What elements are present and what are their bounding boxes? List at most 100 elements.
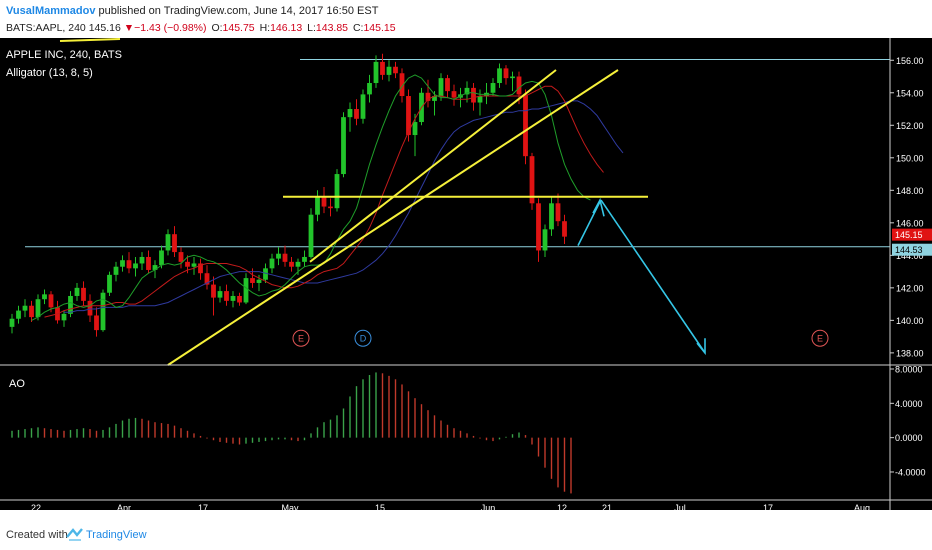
axes: 156.00 154.00 152.00 150.00 148.00 146.00 144.… bbox=[0, 38, 932, 513]
candle-body bbox=[100, 292, 106, 331]
candle-body bbox=[185, 261, 190, 267]
candle-body bbox=[165, 234, 171, 251]
candle-body bbox=[399, 73, 405, 97]
ao-pane[interactable] bbox=[11, 372, 572, 494]
event-marker bbox=[292, 329, 310, 347]
candle-body bbox=[107, 274, 112, 293]
indicator-label: Alligator (13, 8, 5) bbox=[6, 67, 93, 79]
candle-body bbox=[159, 250, 164, 266]
candle-body bbox=[204, 273, 210, 285]
candle-body bbox=[16, 310, 21, 319]
candle-body bbox=[178, 252, 184, 262]
time-tick-label: Apr bbox=[117, 503, 131, 510]
candle-body bbox=[477, 96, 483, 103]
candle-body bbox=[74, 287, 80, 296]
projection-arrow-down bbox=[600, 199, 706, 354]
tradingview-brand[interactable]: TradingView bbox=[86, 529, 147, 541]
candle-body bbox=[321, 196, 327, 207]
ao-title: AO bbox=[9, 378, 25, 390]
candle-body bbox=[172, 234, 177, 253]
candle-body bbox=[308, 214, 314, 257]
candle-body bbox=[445, 78, 450, 92]
chart-area[interactable]: E D E 156.00 154.00 152.00 150.00 148.00 146.00… bbox=[0, 38, 932, 513]
trendline-upper bbox=[309, 69, 557, 263]
price-tick-label: 138.00 bbox=[896, 348, 924, 358]
alligator-lips-line bbox=[31, 74, 591, 321]
candle-body bbox=[302, 256, 307, 262]
last-price: 145.16 bbox=[88, 22, 121, 34]
candle-body bbox=[224, 291, 229, 301]
candle-body bbox=[120, 260, 125, 267]
candle-body bbox=[555, 203, 561, 222]
candle-body bbox=[282, 253, 288, 262]
header-trendline-fragment bbox=[59, 38, 121, 42]
time-tick-label: 17 bbox=[763, 503, 773, 510]
projection-arrow-up bbox=[577, 201, 601, 246]
candle-body bbox=[380, 61, 385, 75]
open-label: O: bbox=[211, 22, 223, 34]
close-value: 145.15 bbox=[363, 22, 396, 34]
candle-body bbox=[490, 83, 496, 93]
arrow-head-up-icon bbox=[592, 197, 605, 217]
candle-body bbox=[35, 299, 41, 318]
time-tick-label: May bbox=[281, 503, 299, 510]
candle-body bbox=[61, 313, 67, 321]
candle-body bbox=[217, 291, 223, 298]
candle-body bbox=[87, 300, 93, 316]
candle-body bbox=[139, 256, 145, 264]
price-label-text: 145.15 bbox=[895, 230, 923, 240]
price-tick-label: 140.00 bbox=[896, 316, 924, 326]
event-marker-label: E bbox=[817, 334, 823, 344]
candle-body bbox=[198, 263, 203, 274]
high-label: H: bbox=[259, 22, 271, 34]
candle-body bbox=[510, 76, 515, 79]
event-marker-label: E bbox=[298, 334, 304, 344]
candle-body bbox=[412, 122, 418, 136]
price-tick-label: 156.00 bbox=[896, 56, 924, 66]
candle-body bbox=[29, 305, 34, 318]
event-marker bbox=[354, 329, 372, 347]
candle-body bbox=[68, 295, 73, 314]
candle-body bbox=[22, 305, 28, 311]
low-label: L: bbox=[307, 22, 316, 34]
candle-body bbox=[516, 76, 522, 95]
candle-body bbox=[289, 261, 294, 267]
candle-body bbox=[562, 221, 567, 237]
price-tick-label: 142.00 bbox=[896, 283, 924, 293]
candle-body bbox=[529, 156, 535, 204]
event-marker bbox=[811, 329, 829, 347]
ao-tick-label: -4.0000 bbox=[895, 467, 926, 477]
price-label-text: 144.53 bbox=[895, 245, 923, 255]
event-marker-label: D bbox=[360, 334, 367, 344]
ao-tick-label: 0.0000 bbox=[895, 433, 923, 443]
author-link[interactable]: VusalMammadov bbox=[6, 5, 96, 17]
candle-body bbox=[425, 92, 431, 101]
alligator-teeth-line bbox=[44, 85, 604, 318]
created-with-label: Created with bbox=[6, 529, 68, 541]
ao-tick-label: 8.0000 bbox=[895, 365, 923, 375]
candle-body bbox=[146, 256, 151, 270]
candle-body bbox=[48, 294, 54, 308]
candle-body bbox=[9, 318, 15, 327]
candle-body bbox=[497, 68, 502, 84]
candle-body bbox=[360, 94, 366, 119]
time-tick-label: Jun bbox=[481, 503, 496, 510]
candle-body bbox=[393, 66, 398, 74]
time-tick-label: 22 bbox=[31, 503, 41, 510]
symbol-label: BATS:AAPL, 240 bbox=[6, 22, 86, 34]
candle-body bbox=[256, 279, 262, 283]
chart-svg[interactable]: E D E 156.00 154.00 152.00 150.00 148.00 146.00… bbox=[0, 38, 932, 513]
time-tick-label: 15 bbox=[375, 503, 385, 510]
candle-body bbox=[373, 61, 379, 84]
candle-body bbox=[328, 206, 333, 209]
price-change: ▼−1.43 (−0.98%) bbox=[123, 22, 207, 34]
candle-body bbox=[438, 78, 444, 97]
close-label: C: bbox=[352, 22, 364, 34]
time-tick-label: Jul bbox=[674, 503, 686, 510]
price-label-box bbox=[892, 243, 932, 256]
price-tick-label: 146.00 bbox=[896, 218, 924, 228]
candle-body bbox=[341, 117, 346, 175]
time-tick-label: 17 bbox=[198, 503, 208, 510]
candle-body bbox=[536, 203, 541, 251]
